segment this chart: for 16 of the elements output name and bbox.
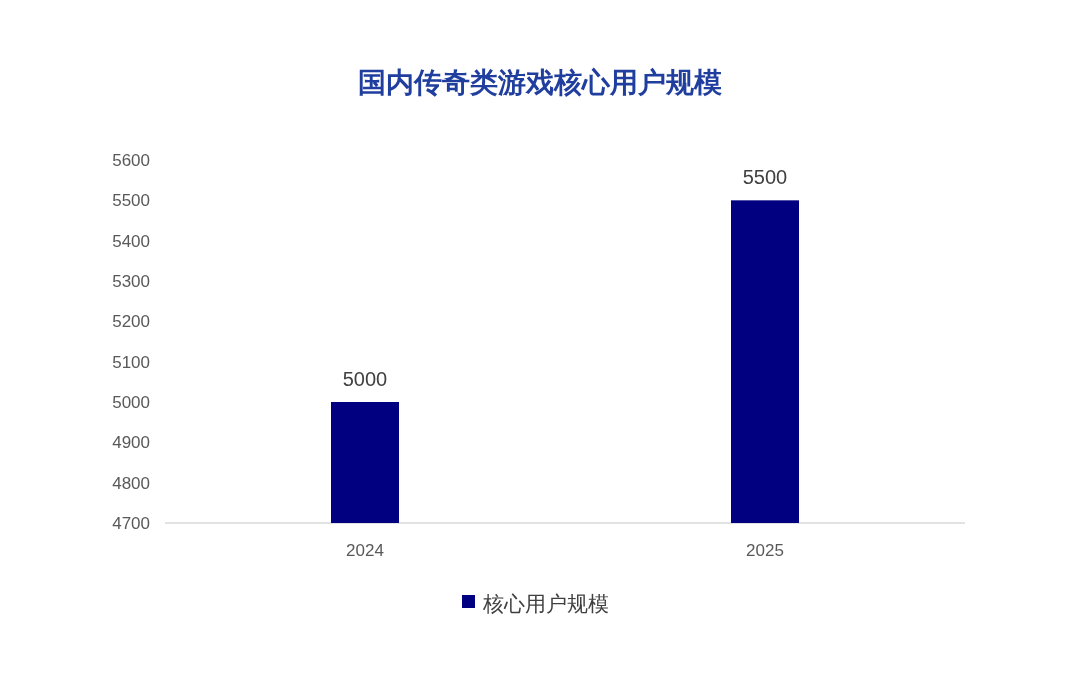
y-tick-label: 4900: [112, 433, 150, 453]
title: 国内传奇类游戏核心用户规模: [358, 67, 722, 98]
y-tick-label: 5000: [112, 393, 150, 412]
y-tick-label: 5200: [112, 312, 150, 332]
y-tick-label: 5100: [112, 352, 150, 372]
y-tick-label: 5400: [112, 231, 150, 251]
y-tick-label: 4800: [112, 473, 150, 493]
y-tick-label: 5600: [112, 151, 150, 170]
data-label: 5500: [742, 166, 788, 189]
legend-label: 核心用户规模: [482, 592, 609, 615]
y-tick-label: 5500: [112, 191, 150, 211]
data-label: 5000: [342, 368, 388, 390]
x-tick-label: 2024: [346, 541, 384, 560]
y-tick-label: 5300: [112, 272, 150, 291]
x-tick-label: 2025: [746, 541, 784, 560]
y-tick-label: 4700: [112, 514, 150, 533]
